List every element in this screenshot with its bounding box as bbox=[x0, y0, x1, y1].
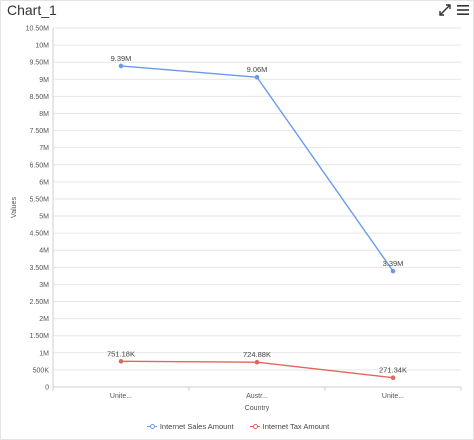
data-point[interactable] bbox=[390, 268, 396, 274]
data-label: 724.88K bbox=[243, 350, 271, 359]
data-point[interactable] bbox=[118, 359, 124, 364]
y-tick-label: 6M bbox=[39, 179, 49, 186]
y-tick-label: 1M bbox=[39, 350, 49, 357]
y-tick-label: 0 bbox=[45, 385, 49, 392]
data-point[interactable] bbox=[254, 74, 260, 80]
y-tick-label: 8M bbox=[39, 111, 49, 118]
data-label: 751.18K bbox=[107, 349, 135, 358]
y-tick-label: 6.50M bbox=[30, 162, 50, 169]
legend-item[interactable]: Internet Tax Amount bbox=[249, 421, 330, 431]
data-point[interactable] bbox=[390, 375, 396, 381]
y-tick-label: 5M bbox=[39, 214, 49, 221]
legend-label: Internet Tax Amount bbox=[262, 421, 330, 431]
y-tick-label: 8.50M bbox=[30, 94, 50, 101]
legend-marker-icon bbox=[249, 422, 260, 430]
chart-title: Chart_1 bbox=[7, 2, 57, 18]
y-tick-label: 2.50M bbox=[30, 299, 50, 306]
data-label: 271.34K bbox=[379, 366, 407, 375]
y-tick-label: 10M bbox=[35, 43, 49, 50]
data-label: 3.39M bbox=[383, 259, 404, 268]
chart-legend: Internet Sales Amount Internet Tax Amount bbox=[1, 420, 474, 432]
y-tick-label: 10.50M bbox=[26, 26, 50, 33]
x-tick-label: Austr... bbox=[246, 393, 268, 400]
y-tick-label: 9.50M bbox=[30, 60, 50, 67]
line-chart: 0 500K 1M 1.50M 2M 2.50M 3M 3.50M 4M 4.50M 5M 5.50M… bbox=[11, 26, 462, 412]
y-tick-label: 1.50M bbox=[30, 333, 50, 340]
x-tick-label: Unite... bbox=[382, 393, 404, 400]
x-axis-title: Country bbox=[245, 405, 270, 412]
legend-label: Internet Sales Amount bbox=[159, 421, 234, 431]
data-point[interactable] bbox=[254, 359, 260, 365]
y-tick-label: 5.50M bbox=[30, 196, 50, 203]
y-axis-title: Values bbox=[11, 197, 18, 218]
expand-arrows-icon[interactable] bbox=[437, 2, 453, 18]
legend-item[interactable]: Internet Sales Amount bbox=[146, 421, 234, 431]
y-tick-label: 2M bbox=[39, 316, 49, 323]
data-label: 9.39M bbox=[111, 54, 132, 63]
legend-marker-icon bbox=[146, 422, 157, 430]
y-tick-label: 4M bbox=[39, 248, 49, 255]
y-tick-label: 7.50M bbox=[30, 128, 50, 135]
y-tick-label: 9M bbox=[39, 77, 49, 84]
y-tick-label: 3M bbox=[39, 282, 49, 289]
y-tick-label: 7M bbox=[39, 145, 49, 152]
y-tick-label: 4.50M bbox=[30, 231, 50, 238]
data-point[interactable] bbox=[118, 63, 124, 69]
data-label: 9.06M bbox=[247, 65, 268, 74]
y-tick-label: 500K bbox=[33, 367, 50, 374]
y-tick-label: 3.50M bbox=[30, 265, 50, 272]
hamburger-menu-icon[interactable] bbox=[455, 2, 471, 18]
x-tick-label: Unite... bbox=[110, 393, 132, 400]
